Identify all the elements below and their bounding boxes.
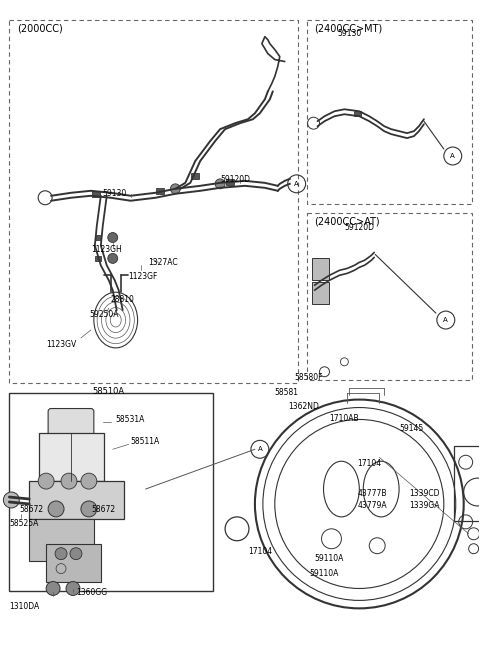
Circle shape — [46, 582, 60, 595]
Text: 58510A: 58510A — [93, 386, 125, 396]
Text: 17104: 17104 — [357, 459, 382, 468]
Bar — [156, 188, 165, 194]
Text: A: A — [450, 153, 455, 159]
Circle shape — [170, 184, 180, 194]
Text: 59110A: 59110A — [310, 569, 339, 578]
Text: 1339GA: 1339GA — [409, 501, 440, 510]
Bar — [29, 481, 124, 519]
Circle shape — [108, 253, 118, 263]
Text: 58580F: 58580F — [295, 373, 323, 382]
Text: 58531A: 58531A — [116, 415, 145, 424]
Text: 58581: 58581 — [275, 388, 299, 397]
Bar — [312, 259, 329, 280]
Text: 1123GH: 1123GH — [91, 246, 121, 255]
Text: 1339CD: 1339CD — [409, 489, 440, 498]
Bar — [354, 111, 361, 116]
Bar — [9, 20, 298, 383]
Text: A: A — [257, 446, 262, 453]
FancyBboxPatch shape — [48, 409, 94, 436]
Circle shape — [3, 492, 19, 508]
Circle shape — [215, 179, 225, 189]
Bar — [307, 213, 472, 380]
Text: 59110A: 59110A — [315, 553, 344, 563]
Circle shape — [61, 473, 77, 489]
Text: 59130: 59130 — [337, 29, 361, 38]
Text: 58672: 58672 — [91, 505, 115, 514]
Text: 43777B: 43777B — [357, 489, 387, 498]
Bar — [312, 282, 329, 304]
Circle shape — [81, 473, 97, 489]
Bar — [192, 173, 199, 179]
Text: 1710AB: 1710AB — [329, 415, 359, 424]
Circle shape — [48, 501, 64, 517]
Bar — [454, 446, 480, 521]
Text: 1123GV: 1123GV — [46, 340, 76, 349]
Text: A: A — [294, 181, 299, 187]
Text: 59130: 59130 — [103, 189, 127, 198]
Text: 28810: 28810 — [111, 295, 134, 304]
Bar — [39, 434, 104, 481]
Bar — [95, 235, 101, 240]
Text: A: A — [444, 317, 448, 323]
Text: 1360GG: 1360GG — [76, 588, 107, 597]
Bar — [307, 20, 472, 204]
Circle shape — [66, 582, 80, 595]
Circle shape — [108, 233, 118, 242]
Text: (2000CC): (2000CC) — [17, 24, 63, 34]
Text: (2400CC>AT): (2400CC>AT) — [314, 217, 380, 227]
Bar — [29, 519, 94, 561]
Circle shape — [81, 501, 97, 517]
Text: 58672: 58672 — [19, 505, 43, 514]
Text: 59145: 59145 — [399, 424, 423, 434]
Text: 59120D: 59120D — [220, 175, 250, 184]
Text: 1310DA: 1310DA — [9, 603, 39, 611]
Circle shape — [70, 548, 82, 559]
Text: 43779A: 43779A — [357, 501, 387, 510]
Circle shape — [55, 548, 67, 559]
Text: 59120D: 59120D — [344, 223, 374, 232]
Text: 1327AC: 1327AC — [148, 259, 178, 267]
Bar — [46, 544, 101, 582]
Bar — [92, 191, 100, 196]
Bar — [226, 179, 234, 185]
Text: 17104: 17104 — [248, 547, 272, 555]
Bar — [95, 256, 101, 261]
Text: 58525A: 58525A — [9, 519, 39, 528]
Text: 1362ND: 1362ND — [288, 402, 319, 411]
Circle shape — [38, 473, 54, 489]
Text: 59250A: 59250A — [89, 310, 119, 319]
Text: 1123GF: 1123GF — [129, 272, 158, 281]
Text: 58511A: 58511A — [131, 438, 160, 446]
Text: (2400CC>MT): (2400CC>MT) — [314, 24, 383, 34]
Bar — [9, 392, 213, 591]
